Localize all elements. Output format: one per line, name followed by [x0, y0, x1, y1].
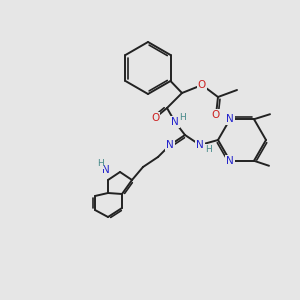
Text: H: H — [180, 113, 186, 122]
Text: N: N — [226, 156, 234, 166]
Text: N: N — [196, 140, 204, 150]
Text: N: N — [166, 140, 174, 150]
Text: N: N — [171, 117, 179, 127]
Text: H: H — [205, 146, 212, 154]
Text: N: N — [102, 165, 110, 175]
Text: N: N — [226, 114, 234, 124]
Text: O: O — [198, 80, 206, 90]
Text: O: O — [151, 113, 159, 123]
Text: H: H — [97, 158, 104, 167]
Text: O: O — [212, 110, 220, 120]
